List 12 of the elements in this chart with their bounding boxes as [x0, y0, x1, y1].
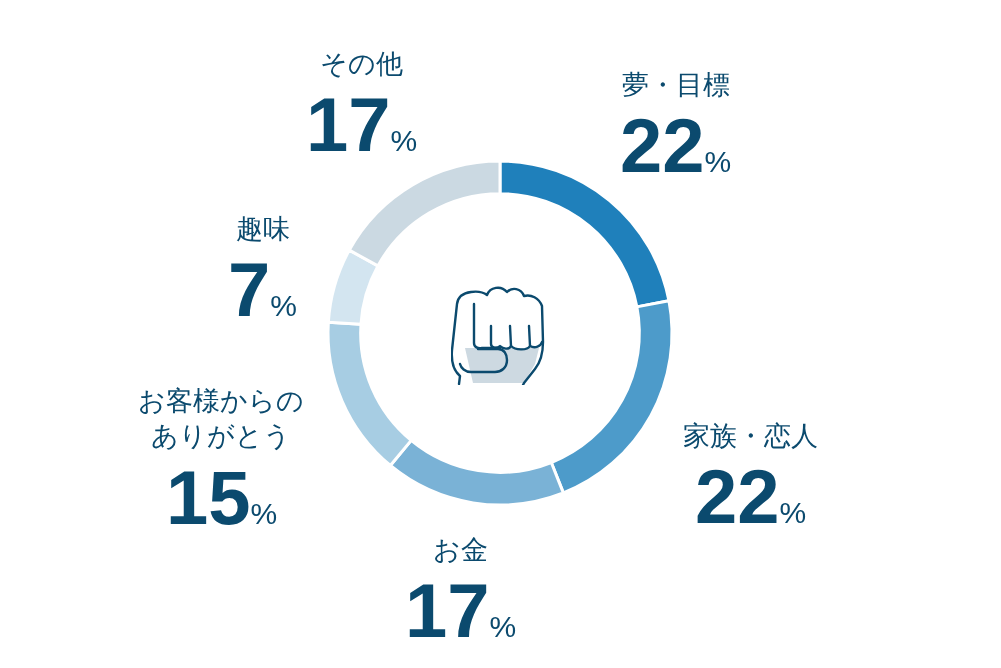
data-label: 17% — [405, 568, 517, 653]
slice-label: お金 — [433, 535, 488, 565]
slice-label: 家族・恋人 — [683, 421, 818, 451]
slice-label: その他 — [320, 49, 403, 79]
slice-label: 趣味 — [236, 214, 290, 244]
data-label: 22% — [620, 103, 732, 188]
data-label: 17% — [306, 82, 418, 167]
data-label: 22% — [695, 454, 807, 539]
slice-label: 夢・目標 — [622, 70, 730, 100]
slice-label: お客様からのありがとう — [138, 386, 304, 452]
data-label: 15% — [166, 455, 278, 540]
data-label: 7% — [228, 247, 297, 332]
